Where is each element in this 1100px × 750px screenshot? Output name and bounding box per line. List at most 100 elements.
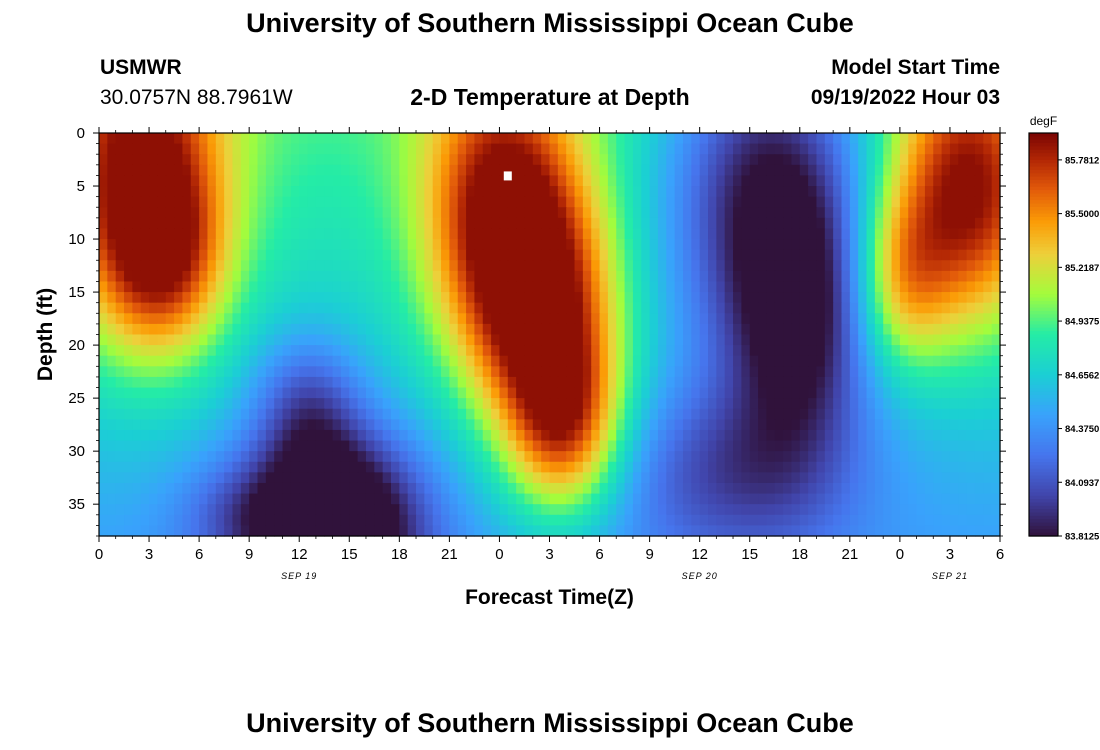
heatmap-cell	[632, 133, 642, 145]
heatmap-cell	[624, 387, 634, 399]
heatmap-cell	[966, 345, 976, 357]
heatmap-cell	[641, 196, 651, 208]
heatmap-cell	[749, 419, 759, 431]
heatmap-cell	[791, 249, 801, 261]
heatmap-cell	[649, 260, 659, 272]
heatmap-cell	[115, 270, 125, 283]
heatmap-cell	[833, 175, 843, 187]
heatmap-cell	[424, 292, 434, 304]
heatmap-cell	[374, 461, 384, 473]
heatmap-cell	[624, 217, 634, 230]
heatmap-cell	[958, 249, 968, 261]
heatmap-cell	[808, 398, 818, 410]
heatmap-cell	[249, 313, 259, 325]
heatmap-cell	[582, 239, 592, 251]
heatmap-cell	[549, 239, 559, 251]
heatmap-cell	[290, 525, 300, 537]
heatmap-cell	[849, 398, 859, 410]
heatmap-cell	[99, 292, 108, 304]
heatmap-cell	[566, 186, 576, 198]
heatmap-cell	[899, 461, 909, 473]
heatmap-cell	[557, 133, 567, 145]
heatmap-cell	[382, 525, 392, 537]
heatmap-cell	[933, 313, 943, 325]
heatmap-cell	[607, 504, 617, 516]
heatmap-cell	[833, 493, 843, 505]
heatmap-cell	[274, 175, 284, 187]
heatmap-cell	[199, 323, 209, 336]
heatmap-cell	[491, 440, 501, 452]
heatmap-cell	[532, 355, 542, 367]
heatmap-cell	[165, 451, 175, 463]
heatmap-cell	[708, 323, 717, 336]
heatmap-cell	[282, 196, 292, 208]
heatmap-cell	[766, 175, 776, 187]
heatmap-cell	[466, 451, 476, 463]
heatmap-cell	[941, 249, 951, 261]
heatmap-cell	[324, 186, 334, 198]
heatmap-cell	[899, 175, 909, 187]
heatmap-cell	[591, 419, 601, 431]
heatmap-cell	[107, 154, 117, 166]
heatmap-cell	[290, 270, 300, 283]
heatmap-cell	[474, 461, 484, 473]
heatmap-cell	[315, 419, 325, 431]
heatmap-cell	[624, 429, 634, 442]
heatmap-cell	[933, 355, 943, 367]
heatmap-cell	[115, 302, 125, 314]
heatmap-cell	[674, 175, 684, 187]
heatmap-cell	[566, 164, 576, 177]
heatmap-cell	[691, 249, 701, 261]
heatmap-cell	[240, 493, 250, 505]
heatmap-cell	[883, 196, 893, 208]
heatmap-cell	[699, 451, 709, 463]
heatmap-cell	[299, 504, 309, 516]
heatmap-cell	[132, 387, 142, 399]
heatmap-cell	[132, 228, 142, 240]
heatmap-cell	[808, 408, 818, 420]
heatmap-cell	[874, 461, 884, 473]
heatmap-cell	[174, 482, 184, 495]
heatmap-cell	[758, 451, 767, 463]
heatmap-cell	[182, 366, 192, 378]
heatmap-cell	[382, 461, 392, 473]
heatmap-cell	[215, 451, 225, 463]
heatmap-cell	[808, 334, 818, 346]
heatmap-cell	[182, 387, 192, 399]
heatmap-cell	[657, 260, 667, 272]
heatmap-cell	[716, 196, 726, 208]
heatmap-cell	[374, 323, 384, 336]
heatmap-cell	[466, 387, 476, 399]
heatmap-cell	[199, 461, 209, 473]
heatmap-cell	[382, 408, 392, 420]
heatmap-cell	[741, 504, 751, 516]
heatmap-cell	[99, 260, 108, 272]
heatmap-cell	[382, 133, 392, 145]
heatmap-cell	[190, 196, 200, 208]
heatmap-cell	[966, 249, 976, 261]
heatmap-cell	[849, 514, 859, 526]
heatmap-cell	[674, 164, 684, 177]
heatmap-cell	[624, 313, 634, 325]
heatmap-cell	[182, 408, 192, 420]
heatmap-cell	[432, 493, 442, 505]
heatmap-cell	[858, 323, 868, 336]
heatmap-cell	[891, 419, 901, 431]
heatmap-cell	[566, 482, 576, 495]
colorbar-swatch	[1029, 196, 1058, 201]
heatmap-cell	[799, 514, 809, 526]
heatmap-cell	[891, 376, 901, 389]
heatmap-cell	[232, 387, 242, 399]
heatmap-cell	[574, 302, 584, 314]
heatmap-cell	[516, 143, 526, 155]
heatmap-cell	[691, 366, 701, 378]
heatmap-cell	[899, 451, 909, 463]
heatmap-cell	[682, 472, 692, 484]
heatmap-cell	[466, 514, 476, 526]
heatmap-cell	[224, 154, 234, 166]
heatmap-cell	[190, 334, 200, 346]
heatmap-cell	[858, 345, 868, 357]
heatmap-cell	[691, 472, 701, 484]
heatmap-cell	[599, 493, 609, 505]
heatmap-cell	[799, 133, 809, 145]
